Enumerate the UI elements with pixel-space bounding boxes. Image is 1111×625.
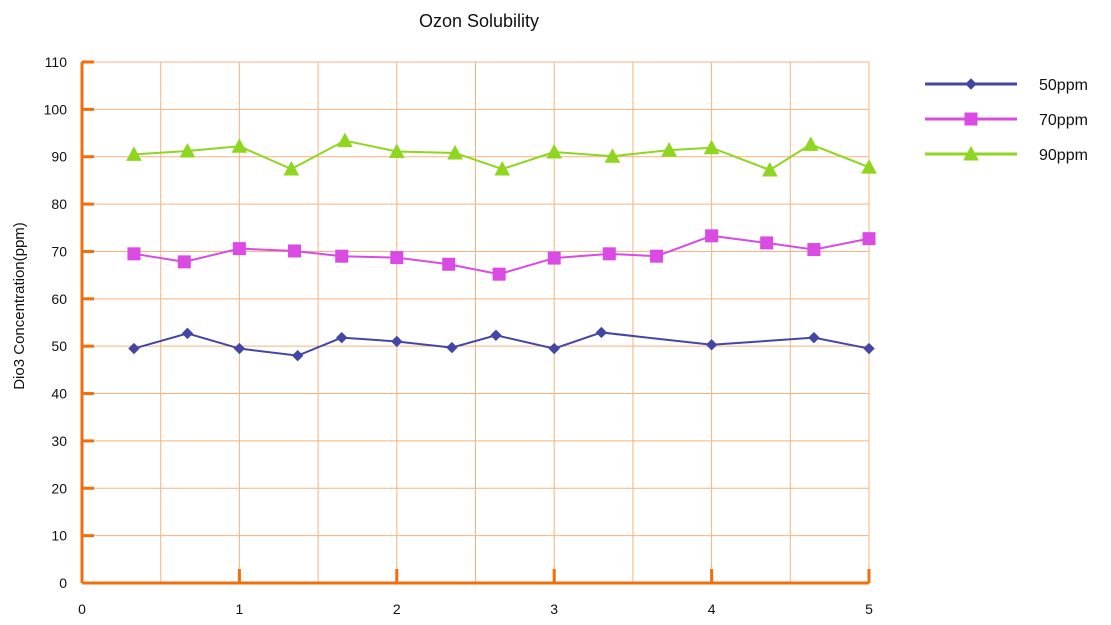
series-0-point-6: [446, 341, 458, 354]
legend-item-90ppm: 90ppm: [925, 145, 1088, 164]
legend-label-90ppm: 90ppm: [1039, 147, 1088, 164]
series-2-point-8: [546, 143, 563, 159]
y-tick-label-4: 40: [51, 386, 67, 402]
series-2-point-1: [179, 142, 196, 158]
series-2-point-4: [337, 132, 353, 148]
series-2-point-13: [802, 136, 819, 151]
series-1-point-14: [862, 232, 876, 246]
series-layer: [126, 132, 877, 362]
series-1-point-9: [602, 247, 616, 261]
y-tick-label-2: 20: [51, 480, 67, 496]
legend-marker-70ppm: [964, 112, 978, 126]
series-2-point-11: [703, 139, 720, 155]
grid-layer: [82, 61, 870, 583]
series-0-point-2: [233, 342, 246, 355]
series-2-point-0: [126, 146, 142, 161]
series-2-point-6: [447, 144, 463, 160]
y-tick-label-5: 50: [51, 338, 67, 354]
series-1-point-2: [232, 242, 246, 256]
series-0-point-3: [291, 349, 304, 362]
series-1-point-8: [547, 251, 561, 265]
series-0-point-10: [705, 339, 718, 351]
x-tick-label-3: 3: [550, 601, 558, 617]
x-tick-label-0: 0: [78, 601, 86, 617]
series-70ppm: [127, 229, 876, 281]
y-tick-label-7: 70: [51, 243, 67, 259]
x-tick-label-2: 2: [393, 601, 401, 617]
x-tick-label-5: 5: [865, 601, 873, 617]
series-1-point-13: [807, 243, 821, 257]
legend-label-50ppm: 50ppm: [1039, 77, 1088, 94]
series-1-point-3: [287, 244, 301, 258]
legend-marker-50ppm: [965, 78, 977, 90]
series-2-point-12: [762, 161, 778, 177]
legend-label-70ppm: 70ppm: [1039, 112, 1088, 129]
series-1-point-7: [492, 267, 506, 281]
series-2-point-14: [861, 159, 877, 174]
series-0-point-12: [863, 342, 875, 355]
series-0-point-9: [595, 326, 608, 339]
axis-layer: 0 10 20 30 40 50 60 70 80 90 100 110 0 1 2 3 4 5: [44, 54, 873, 617]
series-2-point-9: [604, 148, 621, 163]
series-2-point-10: [661, 142, 677, 157]
legend-item-50ppm: 50ppm: [925, 77, 1088, 94]
series-1-point-4: [335, 249, 349, 263]
series-1-point-6: [442, 257, 456, 271]
legend: 50ppm 70ppm 90ppm: [925, 77, 1088, 164]
series-0-point-11: [808, 331, 820, 344]
series-50ppm: [128, 326, 875, 362]
series-1-point-11: [705, 229, 719, 243]
series-2-point-5: [388, 143, 405, 159]
series-1-point-1: [177, 255, 191, 269]
y-tick-label-1: 10: [51, 528, 67, 544]
y-tick-label-8: 80: [51, 196, 67, 212]
y-tick-label-11: 110: [45, 54, 68, 70]
series-0-point-0: [128, 342, 140, 355]
series-0-point-4: [336, 331, 348, 344]
series-1-point-12: [760, 236, 774, 250]
series-1-point-0: [127, 247, 141, 261]
y-tick-label-6: 60: [51, 291, 67, 307]
series-1-point-10: [650, 249, 664, 263]
chart-title: Ozon Solubility: [419, 11, 539, 31]
x-tick-label-1: 1: [236, 601, 244, 617]
x-tick-label-4: 4: [708, 601, 716, 617]
series-2-point-3: [283, 160, 300, 176]
series-2-point-2: [231, 138, 248, 153]
series-90ppm: [126, 132, 877, 177]
series-line-50ppm: [133, 331, 870, 357]
y-tick-label-10: 100: [44, 101, 68, 117]
y-tick-label-3: 30: [51, 433, 67, 449]
y-tick-label-0: 0: [59, 575, 67, 591]
series-1-point-5: [390, 251, 404, 265]
series-0-point-5: [391, 335, 403, 348]
series-0-point-7: [490, 329, 502, 341]
series-0-point-8: [548, 342, 560, 355]
y-axis-title: Dio3 Concentration(ppm): [11, 222, 28, 390]
legend-item-70ppm: 70ppm: [925, 112, 1088, 129]
series-2-point-7: [494, 160, 511, 176]
y-tick-label-9: 90: [51, 149, 67, 165]
legend-marker-90ppm: [963, 145, 979, 161]
series-0-point-1: [181, 327, 194, 340]
